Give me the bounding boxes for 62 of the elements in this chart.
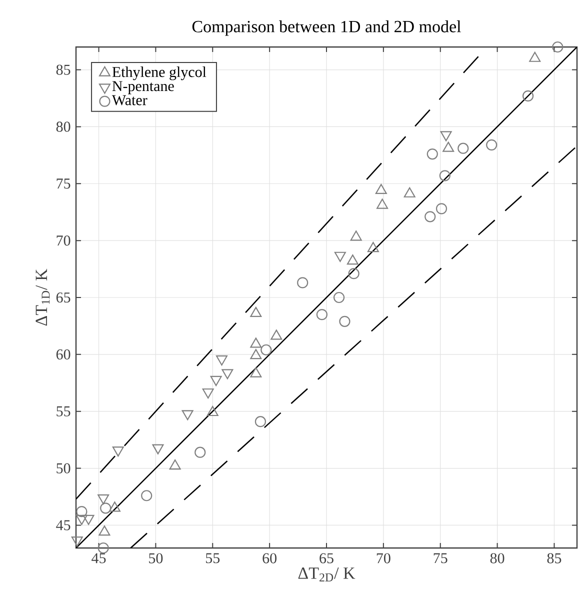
point — [426, 148, 438, 160]
point — [439, 170, 450, 182]
point — [552, 41, 564, 53]
legend-label: Ethylene glycol — [112, 66, 206, 80]
legend-label: N-pentane — [112, 81, 174, 94]
x-axis-title: ΔT$_{2D}$/ K — [298, 568, 356, 582]
x-tick-label: 85 — [547, 553, 562, 564]
y-tick-label: 45 — [56, 520, 70, 530]
point — [210, 376, 222, 386]
y-tick-label: 50 — [56, 463, 70, 474]
point — [316, 309, 328, 320]
point — [376, 198, 388, 209]
point — [216, 355, 228, 366]
point — [486, 139, 498, 150]
point — [350, 230, 362, 241]
x-tick-label: 60 — [262, 553, 276, 564]
y-tick-label: 60 — [56, 349, 70, 360]
point — [348, 268, 360, 280]
point — [297, 277, 308, 288]
point — [346, 254, 358, 265]
point — [194, 446, 206, 458]
y-tick-label: 85 — [56, 64, 70, 75]
x-tick-label: 55 — [206, 553, 220, 564]
point — [367, 242, 379, 252]
point — [112, 446, 124, 457]
point — [260, 344, 272, 356]
x-tick-label: 50 — [149, 553, 163, 564]
y-tick-label: 75 — [56, 178, 70, 189]
point — [182, 410, 194, 420]
x-tick-label: 70 — [376, 553, 390, 564]
point — [202, 388, 214, 399]
y-tick-label: 70 — [56, 236, 70, 246]
point — [339, 316, 350, 327]
y-tick-label: 80 — [56, 122, 70, 132]
point — [152, 444, 164, 454]
point — [100, 502, 112, 514]
y-axis-title: ΔT$_{1D}$/ K — [36, 268, 50, 326]
y-tick-label: 55 — [56, 406, 70, 416]
y-tick-label: 65 — [56, 292, 70, 303]
point — [222, 369, 234, 380]
x-tick-label: 80 — [490, 553, 504, 564]
x-tick-label: 45 — [92, 553, 106, 564]
point — [76, 514, 88, 525]
point — [522, 90, 534, 102]
point — [98, 494, 110, 504]
x-tick-label: 65 — [320, 553, 334, 564]
point — [404, 187, 416, 198]
point — [71, 536, 83, 547]
point — [98, 542, 109, 554]
point — [254, 416, 266, 428]
chart-title: Comparison between 1D and 2D model — [192, 20, 461, 36]
point — [458, 142, 469, 154]
x-tick-label: 75 — [434, 553, 448, 564]
point — [424, 211, 436, 222]
point — [141, 490, 152, 502]
point — [529, 52, 541, 62]
point — [375, 184, 387, 194]
point — [82, 514, 94, 525]
point — [76, 506, 88, 518]
point — [436, 203, 448, 214]
legend-label: Water — [112, 95, 148, 106]
point — [333, 292, 345, 304]
